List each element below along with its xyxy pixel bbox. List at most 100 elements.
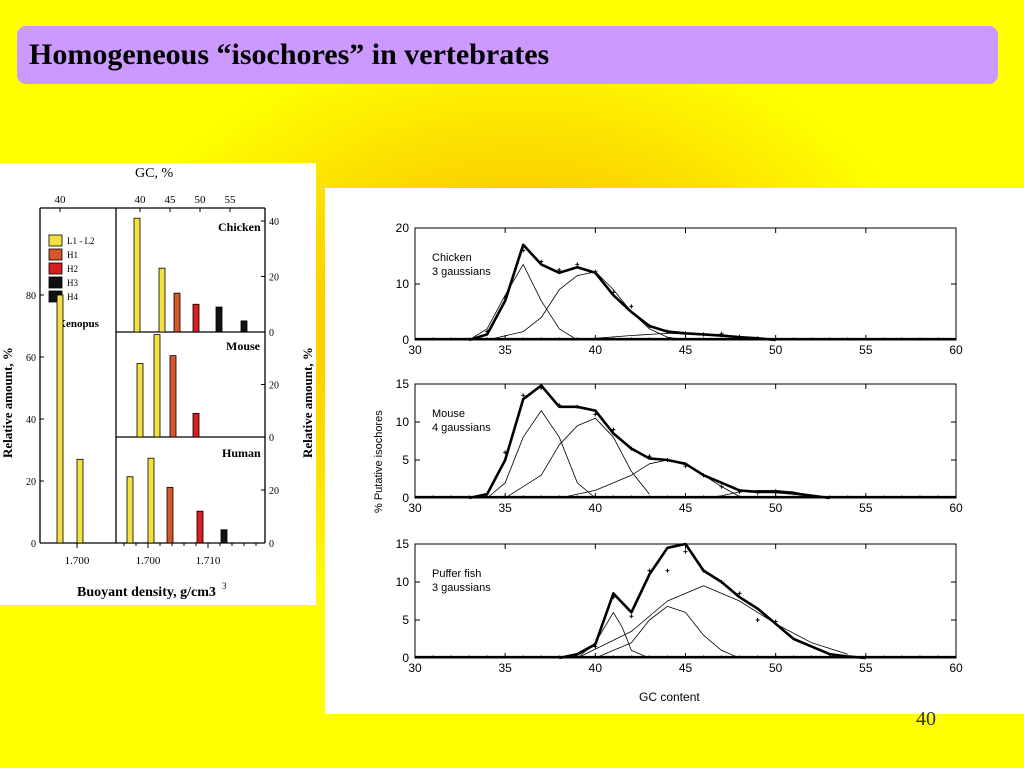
left-figure-panel: GC, % Relative amount, % Relative amount… — [0, 163, 316, 605]
panel-sublabel: 3 gaussians — [432, 266, 491, 278]
plot-panel-mouse: 30 35 40 45 50 55 60 0 5 10 15 Mouse 4 gaussians — [396, 377, 963, 515]
x-axis-label-superscript: 3 — [222, 581, 227, 591]
x-tick-label: 60 — [949, 501, 963, 515]
title-bar: Homogeneous “isochores” in vertebrates — [17, 26, 998, 84]
total-fit-line — [558, 542, 866, 660]
ytick-label-0-3: 60 — [26, 353, 36, 364]
right-figure-panel: % Putative isochores GC content 30 35 40 45… — [325, 188, 1024, 714]
observed-point — [557, 403, 562, 408]
observed-point — [485, 329, 490, 334]
x-axis-label: Buoyant density, g/cm3 — [77, 585, 216, 600]
ytick-label-0-0: 0 — [31, 539, 36, 550]
legend-label-1: H1 — [67, 250, 78, 260]
legend-label-3: H3 — [67, 278, 78, 288]
plot-frame — [414, 383, 957, 499]
x-tick-label: 40 — [589, 661, 603, 675]
observed-point — [719, 331, 724, 336]
observed-point — [593, 644, 598, 649]
x-tick-label: 55 — [859, 661, 873, 675]
bar-mouse-3 — [192, 412, 200, 438]
x-tick-label: 35 — [498, 343, 512, 357]
ytick-label-2-0: 0 — [269, 433, 274, 444]
panel-label: Chicken — [432, 252, 472, 264]
observed-point — [665, 329, 670, 334]
bar-human-4 — [220, 529, 228, 544]
observed-point — [737, 489, 742, 494]
gc-tick-label-3: 55 — [225, 194, 237, 206]
density-tick-label-xenopus: 1.700 — [65, 555, 90, 567]
isochore-bar-chart: GC, % Relative amount, % Relative amount… — [0, 166, 315, 600]
observed-point — [719, 484, 724, 489]
x-tick-label: 45 — [679, 343, 693, 357]
gaussian-component-2 — [595, 605, 740, 659]
plot-panel-chicken: 30 35 40 45 50 55 60 0 10 20 Chicken 3 gaussians — [396, 221, 963, 357]
gaussian-component-4 — [703, 489, 830, 499]
legend-swatch-2 — [48, 262, 63, 275]
observed-point — [683, 331, 688, 336]
observed-point — [575, 262, 580, 267]
observed-point — [665, 458, 670, 462]
observed-point — [503, 450, 508, 455]
x-tick-label: 60 — [949, 343, 963, 357]
observed-point — [737, 591, 742, 596]
gaussian-component-1 — [577, 611, 650, 659]
y-tick-label: 5 — [402, 613, 409, 627]
bar-mouse-1 — [153, 334, 161, 438]
observed-point — [755, 490, 760, 495]
observed-point — [647, 568, 652, 573]
observed-point — [629, 446, 634, 451]
plot-frame — [414, 543, 957, 659]
x-tick-label: 55 — [859, 501, 873, 515]
panel-label: Puffer fish — [432, 568, 481, 580]
gaussian-component-2 — [487, 271, 686, 341]
bar-chicken-4 — [215, 306, 223, 333]
top-axis-label: GC, % — [135, 166, 173, 181]
panel-label-xenopus: Xenopus — [58, 318, 100, 330]
gc-tick-label-1: 45 — [165, 194, 177, 206]
total-fit-line — [468, 243, 776, 342]
observed-point — [593, 269, 598, 274]
panel-label-mouse: Mouse — [226, 339, 261, 353]
bar-mouse-2 — [169, 355, 177, 438]
observed-point — [539, 259, 544, 264]
plot-frame — [414, 227, 957, 341]
slide-title: Homogeneous “isochores” in vertebrates — [29, 38, 550, 71]
panel-label-chicken: Chicken — [218, 220, 261, 234]
x-tick-label: 30 — [408, 661, 422, 675]
observed-point — [575, 404, 580, 409]
bar-human-2 — [166, 486, 174, 544]
x-tick-label: 50 — [769, 343, 783, 357]
legend-swatch-0 — [48, 234, 63, 247]
gaussian-component-1 — [468, 264, 578, 341]
observed-point — [665, 568, 670, 573]
legend-label-4: H4 — [67, 292, 78, 302]
observed-point — [719, 580, 724, 584]
observed-point — [503, 296, 508, 300]
observed-point — [683, 549, 688, 554]
x-tick-label: 60 — [949, 661, 963, 675]
legend-swatch-3 — [48, 276, 63, 289]
y-tick-label: 0 — [402, 651, 409, 665]
x-tick-label: 40 — [589, 501, 603, 515]
observed-point — [773, 619, 778, 624]
gaussian-component-3 — [577, 585, 848, 659]
gaussian-component-2 — [504, 417, 650, 499]
bar-human-3 — [196, 510, 204, 544]
bar-chicken-2 — [173, 292, 181, 333]
density-tick-label-0: 1.700 — [136, 555, 161, 567]
y-tick-label: 15 — [396, 537, 410, 551]
y-tick-label: 0 — [402, 491, 409, 505]
y-tick-label: 20 — [396, 221, 410, 235]
legend-label-2: H2 — [67, 264, 78, 274]
observed-point — [611, 427, 616, 432]
y-tick-label: 10 — [396, 415, 410, 429]
y-tick-label: 10 — [396, 277, 410, 291]
gaussian-component-1 — [486, 410, 596, 499]
observed-point — [611, 595, 616, 600]
ytick-label-3-0: 0 — [269, 539, 274, 550]
gc-tick-label-xenopus-0: 40 — [55, 194, 67, 206]
observed-point — [647, 454, 652, 459]
slide-number: 40 — [916, 708, 936, 730]
bar-xenopus-0 — [56, 294, 64, 544]
observed-point — [773, 489, 778, 494]
